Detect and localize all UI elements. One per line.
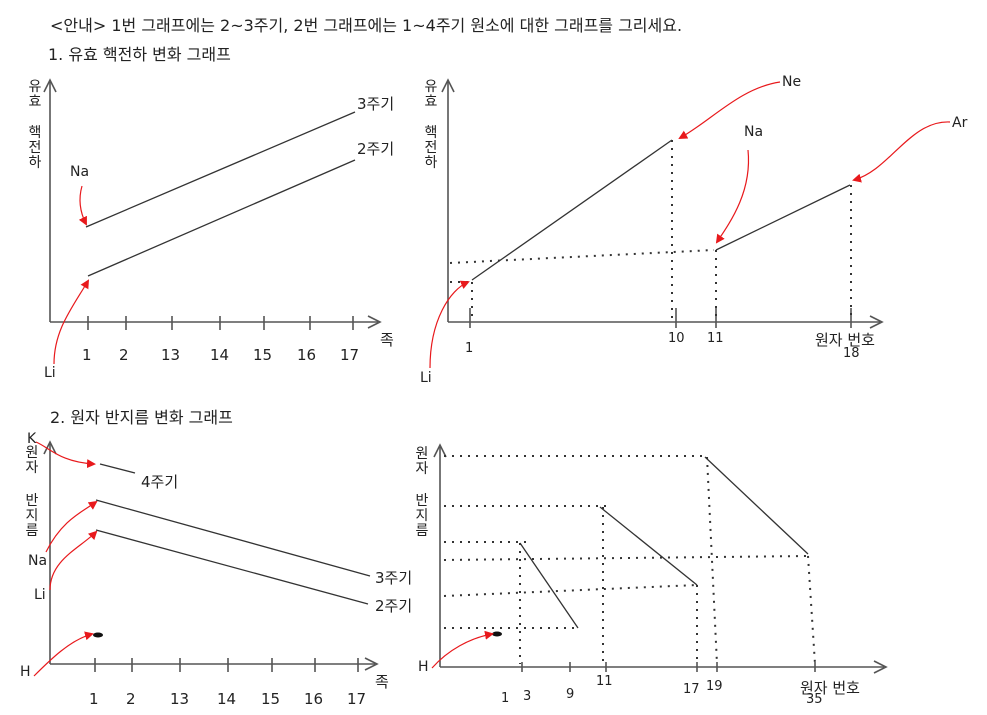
graph4-tick-9: 9 [566, 687, 575, 702]
period3-label-2: 3주기 [375, 569, 413, 587]
ne-label: Ne [782, 74, 802, 90]
graph3-axes [43, 440, 379, 672]
graph4-tick-1: 1 [501, 691, 510, 706]
li-arrow-2 [429, 280, 470, 369]
na-arrow [78, 185, 87, 226]
li-arrow [53, 279, 90, 365]
na-label: Na [70, 164, 90, 180]
section-1-title: 1. 유효 핵전하 변화 그래프 [48, 45, 231, 64]
h-dot-2 [492, 631, 502, 637]
graph1-y-label-2: 핵전하 [28, 125, 42, 171]
graph4-arrows [431, 630, 494, 669]
graph3-tick-15: 15 [261, 690, 281, 708]
graph3-tick-14: 14 [217, 690, 237, 708]
h-label: H [20, 664, 31, 680]
graph1-y-label-1: 유효 [28, 79, 42, 110]
graph2-y-label-1: 유효 [424, 79, 438, 110]
graph2-axes [441, 78, 884, 329]
graph4-dotted-lines [443, 455, 816, 665]
ar-label: Ar [952, 115, 968, 131]
graph2-tick-18: 18 [843, 346, 860, 361]
graph2-dotted-lines [449, 140, 852, 318]
graph4-lines [519, 456, 809, 629]
graph4-x-label: 원자 번호 [800, 679, 860, 697]
graph3-lines [95, 463, 371, 605]
graph1-arrows [53, 185, 90, 365]
graph3-tick-13: 13 [170, 690, 190, 708]
section-2-title: 2. 원자 반지름 변화 그래프 [50, 408, 233, 427]
graph3-arrows [33, 441, 98, 677]
period4-line [99, 463, 136, 474]
li-arrow-3 [49, 530, 98, 591]
na-arrow-3 [45, 500, 98, 553]
period2-label-2: 2주기 [375, 597, 413, 615]
graph1-x-label: 족 [380, 331, 394, 349]
graph1-axes [43, 78, 382, 330]
h-label-2: H [418, 659, 429, 675]
graph1-tick-15: 15 [253, 346, 273, 364]
graph3-tick-17: 17 [347, 690, 367, 708]
period2-line-2 [95, 529, 369, 605]
h-arrow [33, 631, 94, 677]
li-label: Li [44, 365, 56, 381]
graph4-y-label-2: 반지름 [415, 493, 429, 539]
period3-line-2 [95, 499, 371, 577]
period3-label: 3주기 [357, 95, 395, 113]
graph2-y-label-2: 핵전하 [424, 125, 438, 171]
na-label-2: Na [744, 124, 764, 140]
ar-arrow [852, 121, 951, 183]
graph1-tick-2: 2 [119, 346, 129, 364]
graph2-x-label: 원자 번호 [815, 331, 875, 349]
graph4-tick-35: 35 [806, 692, 823, 707]
graph2-tick-1: 1 [465, 341, 474, 356]
k-label: K [27, 431, 37, 447]
graph1-tick-16: 16 [297, 346, 317, 364]
graph2-arrows [429, 81, 951, 369]
graph4-axes [433, 443, 888, 674]
graph2-tick-11: 11 [707, 331, 724, 346]
li-label-2: Li [420, 370, 432, 386]
na-arrow-2 [715, 149, 750, 244]
graph1-tick-17: 17 [340, 346, 360, 364]
graph3-x-label: 족 [375, 673, 389, 691]
graph4-tick-11: 11 [596, 674, 613, 689]
graph3-y-label-1: 원자 [25, 445, 39, 476]
h-arrow-2 [431, 630, 494, 669]
graph1-tick-14: 14 [210, 346, 230, 364]
period2-label: 2주기 [357, 140, 395, 158]
period2-line [87, 159, 356, 277]
na-label-3: Na [28, 553, 48, 569]
li-label-3: Li [34, 587, 46, 603]
graph3-y-label-2: 반지름 [25, 493, 39, 539]
graph1-lines [85, 111, 356, 277]
instruction-text: <안내> 1번 그래프에는 2~3주기, 2번 그래프에는 1~4주기 원소에 … [50, 16, 683, 35]
graph4-tick-3: 3 [523, 689, 532, 704]
graph1-tick-13: 13 [161, 346, 181, 364]
period4-label: 4주기 [141, 473, 179, 491]
graph2-tick-10: 10 [668, 331, 685, 346]
period3-line [85, 111, 356, 228]
graph1-tick-1: 1 [82, 346, 92, 364]
graph2-lines [471, 139, 851, 281]
graph3-tick-1: 1 [89, 690, 99, 708]
graph3-tick-16: 16 [304, 690, 324, 708]
ne-arrow [678, 81, 781, 139]
h-dot [93, 632, 103, 638]
k-arrow [35, 441, 96, 469]
graph3-tick-2: 2 [126, 690, 136, 708]
graph4-tick-17: 17 [683, 682, 700, 697]
graph4-y-label-1: 원자 [415, 446, 429, 477]
graph4-tick-19: 19 [706, 679, 723, 694]
